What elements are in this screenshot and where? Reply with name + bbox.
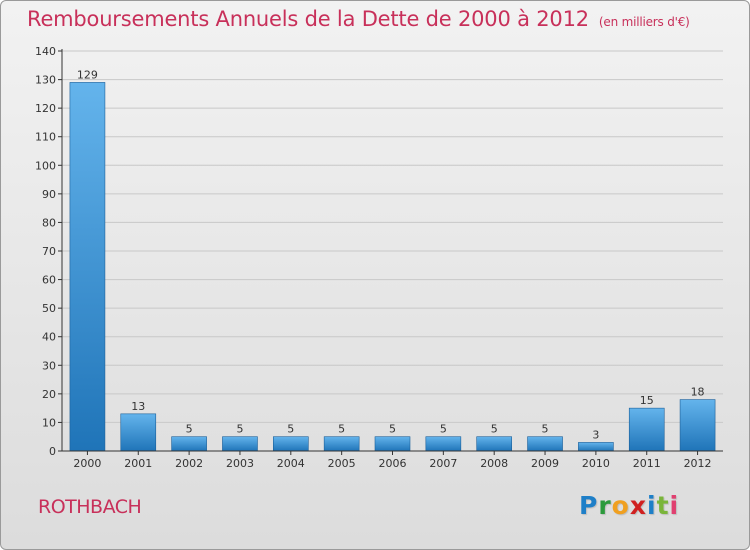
- logo-letter: r: [598, 491, 612, 520]
- bar-value-label: 15: [640, 394, 654, 407]
- x-tick-label: 2010: [582, 457, 610, 470]
- chart-title: Remboursements Annuels de la Dette de 20…: [27, 7, 690, 31]
- y-tick-label: 100: [35, 159, 56, 172]
- bar: [425, 436, 462, 452]
- y-tick-label: 50: [42, 302, 56, 315]
- town-name: ROTHBACH: [38, 496, 142, 518]
- bar: [527, 436, 563, 452]
- x-tick-label: 2003: [226, 457, 254, 470]
- grid-lines: [62, 50, 723, 423]
- bar-value-label: 5: [440, 423, 447, 436]
- bar-value-label: 5: [287, 423, 294, 436]
- y-tick-label: 0: [49, 445, 56, 458]
- logo-letter: x: [629, 491, 647, 520]
- bar: [679, 399, 716, 452]
- bar: [222, 436, 258, 452]
- bar: [120, 413, 157, 452]
- logo-letter: i: [669, 491, 680, 520]
- bar: [171, 436, 207, 452]
- y-tick-label: 60: [42, 274, 56, 287]
- title-unit: (en milliers d'€): [598, 15, 690, 29]
- bar-value-label: 5: [389, 423, 396, 436]
- bar-value-label: 18: [691, 386, 705, 399]
- y-tick-label: 30: [42, 359, 56, 372]
- bars: [69, 82, 716, 452]
- x-tick-label: 2006: [379, 457, 407, 470]
- bar: [578, 442, 614, 452]
- y-tick-label: 110: [35, 131, 56, 144]
- bar: [323, 436, 360, 452]
- y-tick-label: 70: [42, 245, 56, 258]
- y-tick-label: 40: [42, 331, 56, 344]
- bar-value-label: 13: [131, 400, 145, 413]
- bar: [69, 82, 106, 452]
- title-text: Remboursements Annuels de la Dette de 20…: [27, 7, 589, 31]
- y-tick-label: 20: [42, 388, 56, 401]
- axes: [58, 49, 723, 455]
- x-tick-label: 2007: [429, 457, 457, 470]
- bar-value-label: 129: [77, 68, 98, 81]
- x-tick-label: 2004: [277, 457, 305, 470]
- x-tick-label: 2000: [73, 457, 101, 470]
- x-tick-label: 2001: [124, 457, 152, 470]
- x-tick-label: 2012: [684, 457, 712, 470]
- x-tick-label: 2009: [531, 457, 559, 470]
- bar-value-label: 5: [338, 423, 345, 436]
- y-tick-label: 80: [42, 216, 56, 229]
- proxiti-logo: P r o x i t i: [579, 491, 679, 520]
- labels: 0 10 20 30 40 50 60 70 80 90 100 110 120 130 140 129 200…: [35, 45, 712, 470]
- bar: [374, 436, 411, 452]
- bar: [628, 407, 665, 452]
- y-tick-label: 120: [35, 102, 56, 115]
- bar-value-label: 5: [186, 423, 193, 436]
- logo-letter: P: [579, 491, 599, 520]
- logo-letter: t: [656, 491, 670, 520]
- bar: [476, 436, 512, 452]
- logo-letter: i: [647, 491, 657, 520]
- x-tick-label: 2008: [480, 457, 508, 470]
- x-tick-label: 2002: [175, 457, 203, 470]
- logo-letter: o: [611, 491, 630, 520]
- y-tick-label: 140: [35, 45, 56, 58]
- bar-value-label: 5: [491, 423, 498, 436]
- x-tick-label: 2005: [328, 457, 356, 470]
- y-tick-label: 10: [42, 416, 56, 429]
- bar-value-label: 5: [542, 423, 549, 436]
- y-tick-label: 90: [42, 188, 56, 201]
- bar-value-label: 3: [592, 428, 599, 441]
- y-tick-label: 130: [35, 74, 56, 87]
- bar-value-label: 5: [236, 423, 243, 436]
- bar: [273, 436, 309, 452]
- x-tick-label: 2011: [633, 457, 661, 470]
